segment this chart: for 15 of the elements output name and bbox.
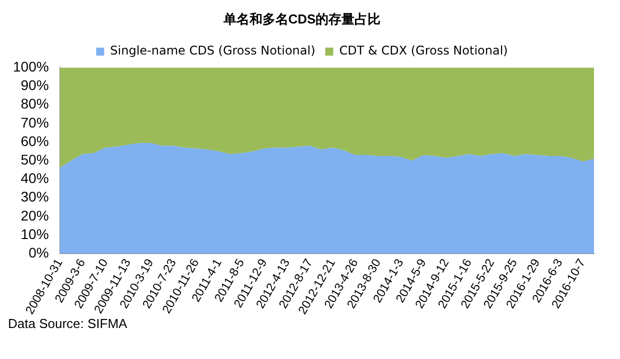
y-tick-label: 60% (20, 132, 49, 149)
legend-label: CDT & CDX (Gross Notional) (339, 44, 508, 58)
y-tick-label: 10% (20, 226, 49, 242)
y-tick-label: 40% (20, 170, 49, 186)
y-tick-label: 70% (20, 114, 49, 130)
y-tick-label: 30% (20, 188, 49, 205)
y-tick-label: 80% (20, 96, 49, 112)
y-tick-label: 50% (20, 151, 49, 168)
y-tick-label: 20% (20, 207, 49, 224)
legend-label: Single-name CDS (Gross Notional) (110, 44, 316, 58)
source-note: Data Source: SIFMA (8, 316, 128, 331)
y-tick-label: 90% (20, 77, 49, 94)
y-tick-label: 0% (28, 244, 49, 260)
y-tick-label: 100% (12, 58, 49, 74)
chart-title: 单名和多名CDS的存量占比 (222, 11, 381, 26)
